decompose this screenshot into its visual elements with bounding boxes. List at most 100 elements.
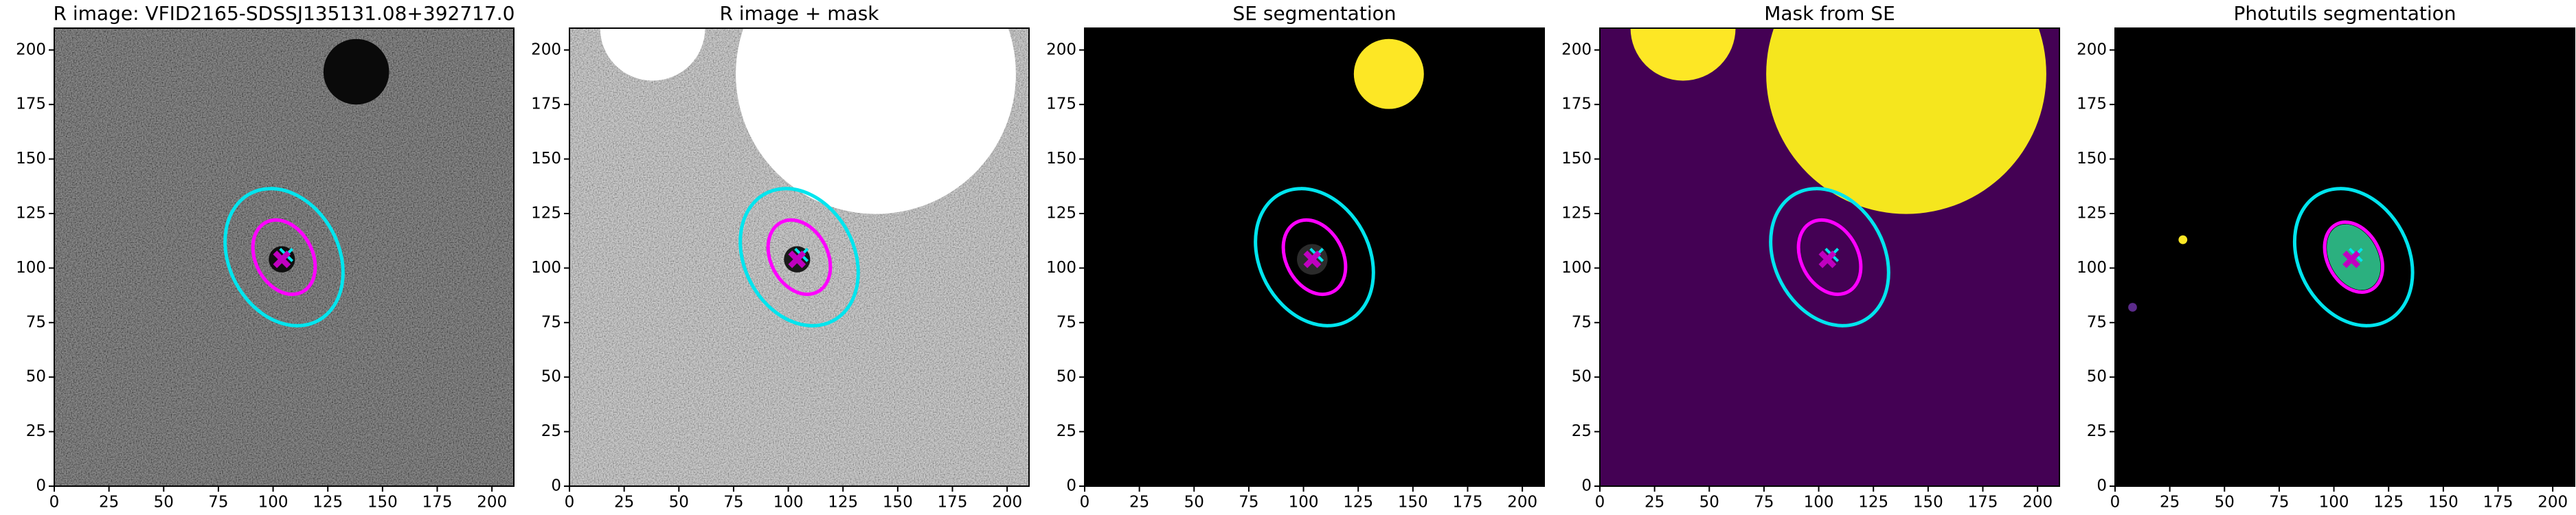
x-tick-label: 150 [368,494,398,512]
y-tick-label: 100 [531,259,561,277]
y-tick-label: 0 [2097,477,2107,495]
x-tick-label: 125 [1858,494,1888,512]
y-tick-label: 200 [2077,41,2107,58]
y-tick-label: 100 [2077,259,2107,277]
y-tick-label: 175 [1046,95,1076,113]
y-tick-label: 25 [2087,422,2107,440]
axes-frame [1599,27,2060,487]
x-tick-label: 100 [258,494,289,512]
x-tick-label: 25 [2160,494,2180,512]
y-tick-label: 175 [16,95,46,113]
y-tick-label: 125 [2077,204,2107,222]
aperture-ellipse [1254,187,1375,328]
peak-marker [1303,250,1322,268]
y-tick-label: 175 [1561,95,1592,113]
y-tick-label: 125 [1046,204,1076,222]
image-area [1085,28,1544,486]
x-tick-label: 0 [2110,494,2121,512]
x-tick-label: 100 [1804,494,1834,512]
aperture-ellipse [738,187,860,328]
blob [1630,28,1736,81]
axes-frame [1084,27,1545,487]
blob [323,38,389,105]
x-tick-label: 0 [49,494,60,512]
image-area [54,28,514,486]
x-tick-label: 50 [154,494,174,512]
aperture-ellipse [1281,218,1348,297]
x-tick-label: 75 [1754,494,1774,512]
x-tick-label: 25 [614,494,634,512]
y-tick-label: 25 [1572,422,1592,440]
panel-title: R image + mask [719,2,879,25]
blob [2178,235,2188,244]
y-tick-label: 200 [16,41,46,58]
panel-title: SE segmentation [1233,2,1397,25]
y-tick-label: 125 [16,204,46,222]
x-tick-label: 50 [1699,494,1719,512]
y-tick-label: 75 [1572,313,1592,331]
x-tick-label: 150 [883,494,913,512]
y-tick-label: 25 [1057,422,1076,440]
y-tick-label: 125 [531,204,561,222]
y-tick-label: 125 [1561,204,1592,222]
y-tick-label: 200 [1561,41,1592,58]
y-tick-label: 25 [26,422,46,440]
x-tick-label: 175 [1968,494,1998,512]
y-tick-label: 0 [1066,477,1076,495]
aperture-ellipse [1769,187,1890,328]
y-tick-label: 150 [2077,150,2107,168]
y-tick-label: 100 [16,259,46,277]
x-tick-label: 125 [313,494,343,512]
panel: 0 25 50 75 100 125 150 175 200 0 25 50 75 100 125 150 17… [2077,2,2575,512]
panel: 0 25 50 75 100 125 150 175 200 0 25 50 75 100 125 150 17… [1561,2,2060,512]
peak-marker [788,250,806,268]
y-tick-label: 0 [551,477,561,495]
panel-title: Mask from SE [1764,2,1895,25]
peak-marker [273,250,291,268]
aperture-ellipse [1796,218,1863,297]
panel-title: Photutils segmentation [2233,2,2456,25]
peak-marker [2342,250,2360,268]
x-tick-label: 125 [828,494,858,512]
x-tick-label: 200 [477,494,507,512]
x-tick-label: 0 [1080,494,1090,512]
y-tick-label: 50 [1057,368,1076,386]
x-tick-label: 100 [2319,494,2349,512]
panel: 0 25 50 75 100 125 150 175 200 0 25 50 75 100 125 150 17… [1046,2,1545,512]
blob [736,28,1016,214]
image-area [2115,28,2575,486]
panel: 0 25 50 75 100 125 150 175 200 0 25 50 75 100 125 150 17… [531,2,1030,512]
aperture-ellipse [223,187,345,328]
y-tick-label: 175 [2077,95,2107,113]
aperture-ellipse [2292,187,2415,328]
x-tick-label: 200 [1507,494,1537,512]
x-tick-label: 150 [1913,494,1943,512]
y-tick-label: 50 [1572,368,1592,386]
image-area [569,28,1029,486]
aperture-ellipse [766,218,833,297]
y-tick-label: 0 [36,477,46,495]
x-tick-label: 175 [422,494,453,512]
x-tick-label: 50 [1184,494,1204,512]
y-tick-label: 0 [1581,477,1592,495]
y-tick-label: 200 [1046,41,1076,58]
x-tick-label: 50 [2215,494,2235,512]
x-tick-label: 175 [938,494,968,512]
aperture-ellipse [251,218,317,297]
axes-frame [569,27,1030,487]
x-tick-label: 25 [1645,494,1664,512]
y-tick-label: 75 [1057,313,1076,331]
y-tick-label: 50 [541,368,561,386]
x-tick-label: 200 [2538,494,2568,512]
image-area [1600,28,2059,486]
x-tick-label: 125 [1343,494,1373,512]
x-tick-label: 75 [2269,494,2289,512]
blob [2128,303,2137,312]
x-tick-label: 75 [723,494,743,512]
x-tick-label: 0 [1595,494,1605,512]
y-tick-label: 50 [2087,368,2107,386]
blob [1353,38,1424,109]
x-tick-label: 50 [669,494,689,512]
axes-frame [2114,27,2575,487]
